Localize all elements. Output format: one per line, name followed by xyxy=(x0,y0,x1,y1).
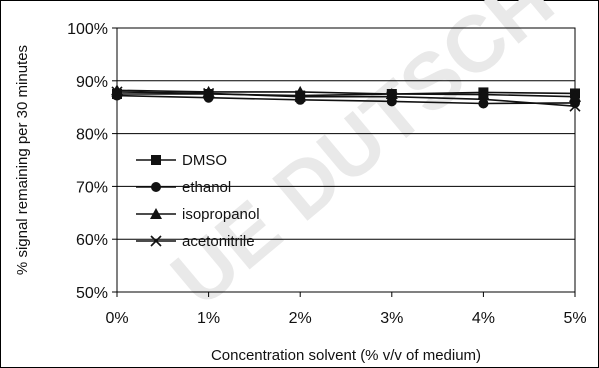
legend-label: isopropanol xyxy=(182,206,260,223)
x-marker xyxy=(150,235,162,247)
x-tick-label: 1% xyxy=(197,310,220,327)
y-axis-title: % signal remaining per 30 minutes xyxy=(14,45,31,275)
x-tick-label: 4% xyxy=(472,310,495,327)
legend-item: acetonitrile xyxy=(136,233,255,250)
grid xyxy=(117,80,575,240)
series-line xyxy=(116,91,576,107)
legend-item: isopropanol xyxy=(136,206,260,223)
legend-label: acetonitrile xyxy=(182,233,255,250)
x-axis-ticks: 0% 1% 2% 3% 4% 5% xyxy=(105,292,587,327)
y-tick-label: 70% xyxy=(76,179,108,196)
y-tick-label: 100% xyxy=(67,21,108,38)
legend-item: DMSO xyxy=(136,152,227,169)
data-point xyxy=(569,100,581,112)
series-line xyxy=(116,94,576,105)
series xyxy=(111,84,581,112)
data-point xyxy=(294,91,306,103)
x-tick-label: 2% xyxy=(289,310,312,327)
data-point xyxy=(569,90,581,102)
y-axis-ticks: 50% 60% 70% 80% 90% 100% xyxy=(67,21,117,302)
data-point xyxy=(386,91,398,103)
data-point xyxy=(203,87,215,100)
circle-marker xyxy=(151,182,161,192)
x-tick-label: 3% xyxy=(380,310,403,327)
y-tick-label: 80% xyxy=(76,127,108,144)
data-point xyxy=(477,93,489,105)
series-line xyxy=(116,89,576,98)
legend: DMSO ethanol isopropanol acetonitrile xyxy=(136,152,260,250)
legend-item: ethanol xyxy=(136,179,231,196)
series-acetonitrile xyxy=(111,86,581,112)
x-axis-title: Concentration solvent (% v/v of medium) xyxy=(211,347,481,364)
x-tick-label: 5% xyxy=(563,310,586,327)
y-tick-label: 50% xyxy=(76,285,108,302)
data-point xyxy=(111,86,123,98)
legend-label: DMSO xyxy=(182,152,227,169)
triangle-marker xyxy=(150,208,162,219)
x-tick-label: 0% xyxy=(105,310,128,327)
square-marker xyxy=(151,155,161,165)
y-tick-label: 90% xyxy=(76,74,108,91)
legend-label: ethanol xyxy=(182,179,231,196)
y-tick-label: 60% xyxy=(76,232,108,249)
plot-area xyxy=(116,27,576,293)
